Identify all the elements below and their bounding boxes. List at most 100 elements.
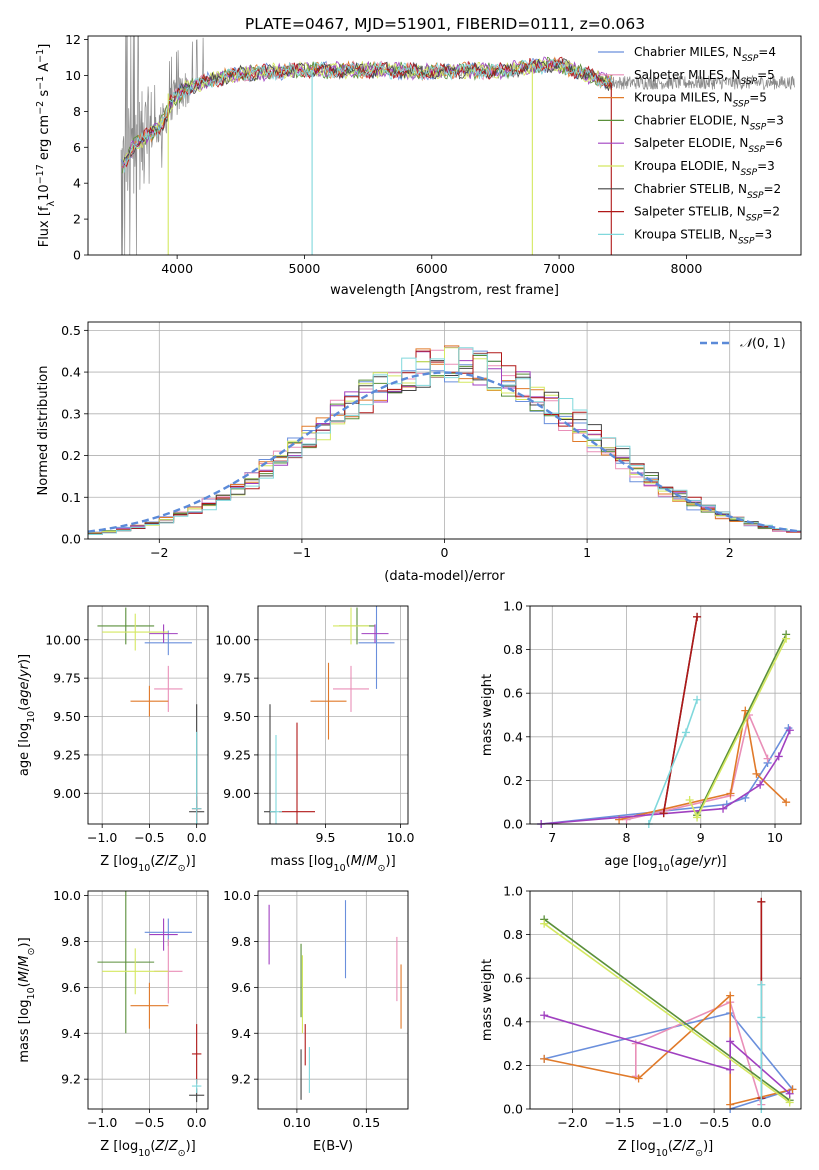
weight-point-marker bbox=[693, 612, 702, 621]
legend-label-sub: SSP bbox=[733, 100, 750, 110]
panels-group: 4000 5000 6000 7000 8000024681012wavelength … bbox=[17, 32, 802, 1159]
label-part: −17 bbox=[35, 164, 46, 184]
legend-label: Salpeter STELIB, NSSP=2 bbox=[634, 205, 780, 224]
x-axis-label: (data-model)/error bbox=[384, 569, 505, 584]
weight-point-marker bbox=[659, 809, 668, 818]
label-part: s bbox=[37, 90, 52, 101]
y-tick-label: 0.4 bbox=[503, 1014, 523, 1029]
y-axis-label: mass weight bbox=[480, 959, 495, 1041]
legend-label: Kroupa ELODIE, NSSP=3 bbox=[634, 159, 775, 178]
label-part: ] bbox=[37, 44, 52, 49]
weight-point-marker bbox=[685, 796, 694, 805]
label-part: ( bbox=[17, 982, 32, 987]
legend-label-count: =2 bbox=[764, 182, 782, 196]
weight-series-line bbox=[543, 918, 791, 1101]
y-tick-label: 0.8 bbox=[503, 642, 523, 657]
label-part: ⊙ bbox=[26, 947, 37, 955]
label-part: 10 bbox=[138, 863, 150, 874]
weight-point-marker bbox=[774, 752, 783, 761]
y-tick-label: 9.2 bbox=[61, 1072, 81, 1087]
label-part: Z [log bbox=[618, 1139, 656, 1154]
legend-label-sub: SSP bbox=[741, 168, 758, 178]
label-part: 10 bbox=[656, 1148, 668, 1159]
x-tick-label: 5000 bbox=[289, 261, 321, 276]
weight-point-marker bbox=[756, 780, 765, 789]
y-tick-label: 9.2 bbox=[231, 1072, 251, 1087]
y-tick-label: 0.4 bbox=[503, 729, 523, 744]
label-part: erg cm bbox=[37, 115, 52, 164]
weight-point-marker bbox=[726, 1037, 735, 1046]
y-tick-label: 0.5 bbox=[61, 323, 81, 338]
y-axis-label: age [log10(age/yr)] bbox=[17, 654, 37, 776]
normal-curve bbox=[87, 371, 802, 533]
y-tick-label: 10.00 bbox=[215, 632, 251, 647]
y-tick-label: 9.4 bbox=[231, 1026, 251, 1041]
y-tick-label: 9.6 bbox=[61, 980, 81, 995]
y-tick-label: 0 bbox=[73, 248, 81, 263]
y-tick-label: 9.75 bbox=[53, 671, 81, 686]
label-part: / bbox=[699, 854, 704, 869]
label-part: yr bbox=[702, 854, 718, 869]
legend-args: (0, 1) bbox=[752, 335, 786, 350]
label-part: age [log bbox=[17, 723, 32, 776]
label-part: mass weight bbox=[480, 959, 495, 1041]
x-axis-label: Z [log10(Z/Z⊙)] bbox=[100, 1139, 195, 1159]
x-tick-label: 7 bbox=[548, 830, 556, 845]
weight-point-marker bbox=[726, 1100, 735, 1109]
legend-label-sub: SSP bbox=[750, 122, 767, 132]
spectrum-panel: 4000 5000 6000 7000 8000 0 2 4 6 8 10 12 wavelength … bbox=[35, 32, 802, 298]
label-part: ( bbox=[17, 706, 32, 711]
axes-frame bbox=[529, 890, 802, 1110]
label-part: mass weight bbox=[480, 674, 495, 756]
label-part: ⊙ bbox=[178, 1148, 186, 1159]
y-tick-label: 0.2 bbox=[61, 448, 81, 463]
label-part: yr bbox=[17, 662, 32, 678]
y-tick-label: 9.00 bbox=[223, 786, 251, 801]
weight-point-marker bbox=[757, 1013, 766, 1022]
y-axis-label: Normed distribution bbox=[36, 366, 51, 496]
mass-weight-vs-Z-panel: −2.0 −1.5 −1.0 −0.5 0.0 0.0 0.2 0.4 0.6 0.8 1.0 Z [… bbox=[480, 884, 802, 1159]
label-part: 10 bbox=[37, 184, 52, 201]
x-tick-label: 4000 bbox=[161, 261, 193, 276]
label-part: )] bbox=[703, 1139, 713, 1154]
axes-frame bbox=[87, 605, 209, 825]
y-tick-label: 8 bbox=[73, 104, 81, 119]
label-part: λ bbox=[46, 200, 57, 206]
legend-label-count: =6 bbox=[765, 136, 783, 150]
weight-point-marker bbox=[782, 634, 791, 643]
weight-point-marker bbox=[726, 1065, 735, 1074]
weight-point-marker bbox=[540, 919, 549, 928]
model-spectrum-line bbox=[122, 58, 613, 163]
weight-point-marker bbox=[634, 1074, 643, 1083]
label-part: E(B-V) bbox=[313, 1139, 353, 1154]
weight-series-line bbox=[696, 633, 787, 816]
label-part: M bbox=[366, 854, 377, 869]
weight-series-line bbox=[543, 1014, 791, 1095]
label-part: )] bbox=[386, 854, 396, 869]
legend-label-count: =5 bbox=[757, 68, 775, 82]
legend-label-text: Salpeter ELODIE, N bbox=[634, 136, 748, 150]
y-tick-label: 9.6 bbox=[231, 980, 251, 995]
label-part: Flux [f bbox=[37, 206, 52, 247]
weight-point-marker bbox=[763, 754, 772, 763]
label-part: Normed distribution bbox=[36, 366, 51, 496]
legend-label-count: =4 bbox=[758, 45, 776, 59]
x-tick-label: 8 bbox=[623, 830, 631, 845]
mass-vs-Z-panel: −1.0 −0.5 0.09.29.49.69.810.0Z [log10(Z/Z⊙… bbox=[17, 888, 209, 1159]
label-part: ⊙ bbox=[378, 863, 386, 874]
y-tick-label: 0.0 bbox=[503, 1102, 523, 1117]
axes-frame bbox=[257, 605, 409, 825]
y-tick-label: 0.2 bbox=[503, 1058, 523, 1073]
weight-point-marker bbox=[681, 728, 690, 737]
axes-frame bbox=[257, 890, 409, 1110]
x-tick-label: 0.0 bbox=[751, 1115, 771, 1130]
y-tick-label: 10.0 bbox=[223, 888, 251, 903]
label-part: −1 bbox=[35, 76, 46, 90]
label-part: mass [log bbox=[17, 999, 32, 1062]
x-tick-label: 7000 bbox=[543, 261, 575, 276]
x-tick-label: 0 bbox=[441, 545, 449, 560]
label-part: A bbox=[37, 63, 52, 76]
y-tick-label: 0.0 bbox=[503, 817, 523, 832]
model-spectrum-line bbox=[123, 56, 612, 168]
y-axis-label: Flux [fλ10−17 erg cm−2 s−1 A−1] bbox=[35, 44, 57, 248]
